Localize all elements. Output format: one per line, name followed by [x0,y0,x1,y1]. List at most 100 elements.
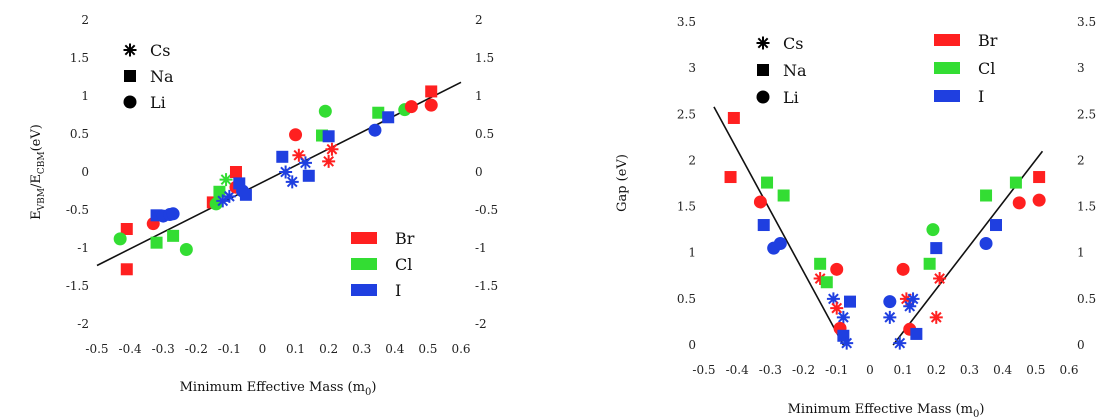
y-tick-label: -1 [77,241,89,255]
data-point [325,142,339,156]
y-tick-label-right: 1 [1077,246,1085,260]
data-point [777,189,790,202]
data-point [883,310,897,324]
legend-swatch [934,34,960,46]
data-point [368,123,382,137]
fit-line [713,106,845,346]
data-point [844,295,856,308]
data-point [980,189,993,202]
xlabel-main: Minimum Effective Mass (m [788,402,973,417]
y-tick-label-right: 1 [475,89,483,103]
data-point [424,98,438,112]
y-tick-label: -1.5 [66,279,89,293]
y-tick-label: -0.5 [66,203,89,217]
data-point [929,310,943,324]
legend-label: Na [783,61,807,80]
data-point [222,189,236,203]
x-axis-label-left: Minimum Effective Mass (m0) [180,380,377,398]
x-tick-label: -0.1 [825,363,848,377]
data-point [899,292,913,306]
data-point [216,194,230,208]
xlabel-end: ) [979,402,984,417]
data-point [926,223,940,237]
y-axis-label-right: Gap (eV) [615,154,630,212]
data-point [990,219,1002,232]
legend-label: Na [150,67,174,86]
ylabel-mid: /E [29,174,44,188]
data-point [761,176,774,189]
x-tick-label: 0.3 [960,363,979,377]
legend-swatch [351,232,377,244]
data-point [910,327,923,340]
data-point [302,169,315,182]
legend-label: Cs [783,34,803,53]
data-point [724,171,737,184]
legend-label: I [395,281,401,300]
y-tick-label: 0.5 [70,127,89,141]
x-tick-label: 0.1 [894,363,913,377]
data-point [753,195,767,209]
y-tick-label: 1.5 [677,200,696,214]
data-point [830,301,844,315]
y-tick-label-right: 3 [1077,61,1085,75]
data-point [903,299,917,313]
y-tick-label: 3.5 [677,15,696,29]
data-point [836,310,850,324]
legend-label: Br [395,229,415,248]
y-tick-label: 2 [688,153,696,167]
legend-marker-square [757,64,769,76]
legend-label: Cl [395,255,412,274]
y-tick-label: 0 [81,165,89,179]
x-tick-label: 0 [259,342,267,356]
chart-right: Gap (eV) Minimum Effective Mass (m0) 0 0 0… [615,15,1096,418]
x-tick-label: -0.2 [792,363,815,377]
legend-swatch [351,284,377,296]
x-tick-label: -0.5 [692,363,715,377]
data-point [150,236,163,249]
x-tick-label: 0.2 [319,342,338,356]
legend-marker-circle [756,90,770,104]
data-point [813,272,827,286]
data-point [840,336,854,350]
data-point [923,257,936,270]
y-tick-label-right: 0 [1077,338,1085,352]
x-tick-label: 0.4 [993,363,1012,377]
data-point [893,336,907,350]
x-tick-label: 0.5 [1026,363,1045,377]
x-axis-label-right: Minimum Effective Mass (m0) [788,402,985,418]
x-tick-label: -0.3 [759,363,782,377]
data-point [814,257,827,270]
y-tick-label-right: -2 [475,317,487,331]
x-tick-label: 0.6 [1059,363,1078,377]
y-tick-label-right: 2 [475,13,483,27]
y-tick-label: -2 [77,317,89,331]
y-tick-label: 3 [688,61,696,75]
data-point [425,85,438,98]
data-point [239,188,252,201]
data-point [289,128,303,142]
ylabel-sub2: CBM [37,151,47,174]
y-tick-label-right: -1 [475,241,487,255]
chart-left: EVBM/ECBM(eV) Minimum Effective Mass (m0… [29,13,498,398]
data-point [1033,171,1046,184]
data-point [906,292,920,306]
data-point [318,104,332,118]
ylabel-end: (eV) [29,124,44,151]
data-point [883,295,897,309]
xlabel-sub: 0 [365,387,371,398]
legend-label: Li [150,93,166,112]
data-point [1032,193,1046,207]
data-point [167,229,180,242]
legend-swatch [934,90,960,102]
x-tick-label: 0.2 [927,363,946,377]
y-tick-label-right: 1.5 [475,51,494,65]
ylabel-main: E [29,210,44,220]
y-tick-label: 1 [81,89,89,103]
x-tick-label: -0.5 [85,342,108,356]
x-tick-label: 0 [866,363,874,377]
legend-marker-circle [123,95,137,109]
x-tick-label: -0.4 [726,363,750,377]
data-point [372,106,385,119]
legend-marker-square [124,70,136,82]
legend-label: I [978,87,984,106]
